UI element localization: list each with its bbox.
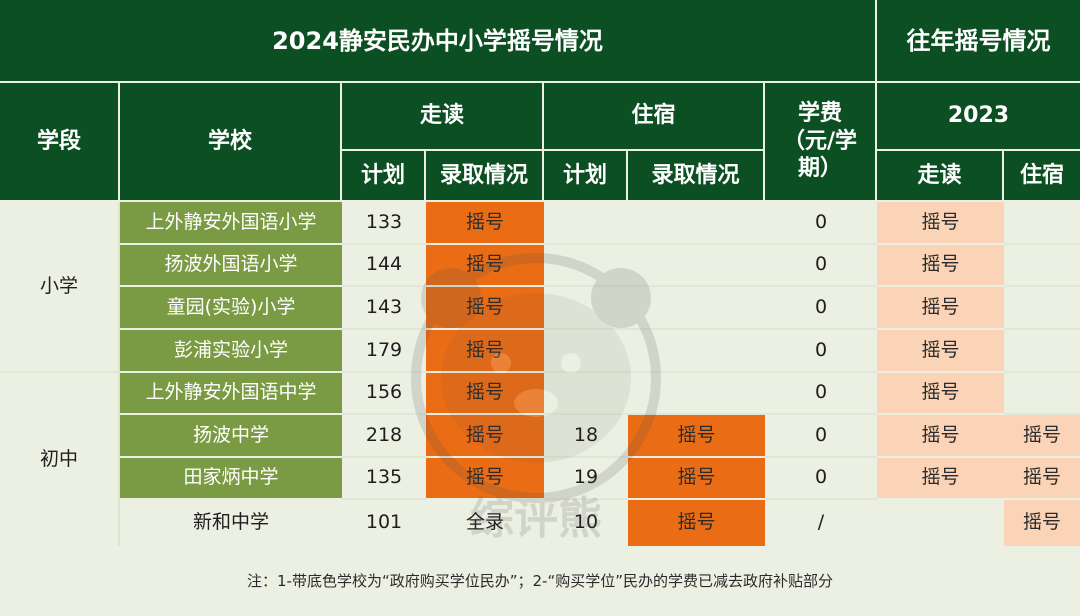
fee: 0 — [765, 287, 877, 330]
prev-day: 摇号 — [877, 458, 1004, 500]
prev-board: 摇号 — [1004, 500, 1080, 546]
day-admit: 摇号 — [426, 458, 544, 500]
day-plan: 218 — [342, 415, 426, 458]
day-plan: 143 — [342, 287, 426, 330]
prev-day: 摇号 — [877, 202, 1004, 245]
day-plan: 179 — [342, 330, 426, 373]
fee: 0 — [765, 202, 877, 245]
day-admit: 摇号 — [426, 330, 544, 373]
stage-primary: 小学 — [0, 202, 120, 373]
prev-day: 摇号 — [877, 287, 1004, 330]
header-day-admit: 录取情况 — [426, 151, 544, 202]
day-admit: 摇号 — [426, 373, 544, 415]
prev-day: 摇号 — [877, 373, 1004, 415]
header-prev-board: 住宿 — [1004, 151, 1080, 202]
day-admit: 摇号 — [426, 287, 544, 330]
fee: 0 — [765, 458, 877, 500]
day-plan: 101 — [365, 511, 403, 534]
prev-board — [1004, 287, 1080, 330]
board-admit — [628, 245, 765, 287]
school-name: 童园(实验)小学 — [120, 287, 342, 330]
school-name: 上外静安外国语小学 — [120, 202, 342, 245]
header-school: 学校 — [120, 83, 342, 202]
header-board: 住宿 — [544, 83, 765, 151]
prev-board — [1004, 245, 1080, 287]
prev-board — [1004, 330, 1080, 373]
school-name: 上外静安外国语中学 — [120, 373, 342, 415]
header-year: 2023 — [877, 83, 1080, 151]
prev-day: 摇号 — [877, 245, 1004, 287]
board-admit: 摇号 — [628, 458, 765, 500]
day-admit: 摇号 — [426, 415, 544, 458]
lottery-table: 2024静安民办中小学摇号情况 往年摇号情况 学段 学校 走读 住宿 学费（元/… — [0, 0, 1080, 546]
board-admit: 摇号 — [628, 415, 765, 458]
fee: 0 — [765, 330, 877, 373]
header-fee: 学费（元/学期） — [765, 83, 877, 202]
school-name: 新和中学 — [192, 511, 269, 534]
prev-board — [1004, 202, 1080, 245]
day-plan: 133 — [342, 202, 426, 245]
day-plan: 156 — [342, 373, 426, 415]
fee: / — [817, 511, 825, 534]
board-admit — [628, 373, 765, 415]
school-name: 彭浦实验小学 — [120, 330, 342, 373]
prev-board: 摇号 — [1004, 415, 1080, 458]
board-plan — [544, 373, 628, 415]
stage-middle: 初中 — [0, 373, 120, 546]
board-admit — [628, 202, 765, 245]
fee: 0 — [765, 373, 877, 415]
board-plan — [544, 202, 628, 245]
header-day: 走读 — [342, 83, 544, 151]
fee: 0 — [765, 245, 877, 287]
header-day-plan: 计划 — [342, 151, 426, 202]
board-plan: 18 — [544, 415, 628, 458]
prev-day — [877, 500, 1004, 546]
table-title: 2024静安民办中小学摇号情况 — [0, 0, 877, 83]
board-plan — [544, 330, 628, 373]
header-prev-day: 走读 — [877, 151, 1004, 202]
header-board-admit: 录取情况 — [628, 151, 765, 202]
header-board-plan: 计划 — [544, 151, 628, 202]
prev-board — [1004, 373, 1080, 415]
day-admit: 全录 — [465, 511, 504, 534]
board-admit — [628, 330, 765, 373]
school-name: 扬波外国语小学 — [120, 245, 342, 287]
board-plan: 10 — [573, 511, 599, 534]
prev-day: 摇号 — [877, 330, 1004, 373]
prev-day: 摇号 — [877, 415, 1004, 458]
board-admit: 摇号 — [628, 500, 765, 546]
day-plan: 144 — [342, 245, 426, 287]
board-admit — [628, 287, 765, 330]
school-name: 扬波中学 — [120, 415, 342, 458]
day-admit: 摇号 — [426, 202, 544, 245]
board-plan — [544, 245, 628, 287]
fee: 0 — [765, 415, 877, 458]
board-plan: 19 — [544, 458, 628, 500]
day-plan: 135 — [342, 458, 426, 500]
header-stage: 学段 — [0, 83, 120, 202]
day-admit: 摇号 — [426, 245, 544, 287]
prev-years-title: 往年摇号情况 — [877, 0, 1080, 83]
school-name: 田家炳中学 — [120, 458, 342, 500]
footnote: 注：1-带底色学校为“政府购买学位民办”；2-“购买学位”民办的学费已减去政府补… — [247, 571, 833, 590]
prev-board: 摇号 — [1004, 458, 1080, 500]
board-plan — [544, 287, 628, 330]
